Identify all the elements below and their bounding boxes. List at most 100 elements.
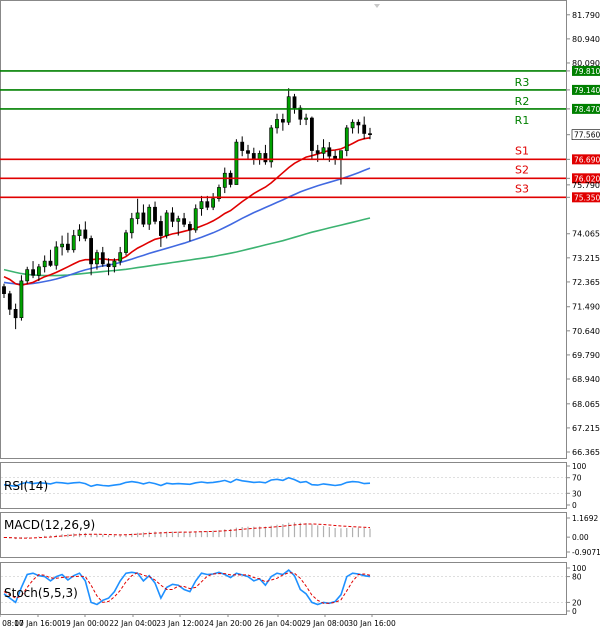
candle-body <box>193 208 198 231</box>
candle-body <box>25 269 30 282</box>
level-tag-r3 <box>572 65 600 76</box>
time-tick-label: 26 Jan 04:00 <box>254 619 302 628</box>
candle-body <box>66 243 70 251</box>
time-tick-label: 17 Jan 16:00 <box>14 619 62 628</box>
candle-body <box>246 150 250 154</box>
level-tag-s1 <box>572 154 600 165</box>
level-value-r1: 78.470 <box>574 105 600 114</box>
level-value-r2: 79.140 <box>574 86 600 95</box>
indicator-tick-label: 30 <box>572 489 582 498</box>
price-tick-label: 73.215 <box>572 254 600 263</box>
macd-signal-line <box>3 523 371 539</box>
level-name-s3: S3 <box>515 182 529 195</box>
candle-body <box>339 150 343 160</box>
candle-body <box>60 243 65 248</box>
price-tick-label: 69.790 <box>572 351 600 360</box>
candle-body <box>164 212 169 236</box>
candle-body <box>211 198 216 208</box>
candle-body <box>42 260 47 268</box>
pivot-levels: 79.810 R3 79.140 R2 78.470 R1 76.690 S1 76.020 S2… <box>0 65 600 203</box>
indicator-tick-label: 80 <box>572 573 582 582</box>
candle-body <box>100 252 105 265</box>
price-tick-label: 75.790 <box>572 181 600 190</box>
candle-body <box>344 127 349 151</box>
candle-body <box>309 117 314 151</box>
indicator-tick-label: 1.1692 <box>572 514 598 523</box>
price-tick-label: 72.365 <box>572 278 600 287</box>
candle-body <box>356 121 361 126</box>
candle-body <box>112 260 117 268</box>
time-tick-label: 22 Jan 04:00 <box>109 619 157 628</box>
candle-body <box>124 232 128 253</box>
level-value-s2: 76.020 <box>574 174 600 183</box>
candle-body <box>89 238 94 265</box>
candle-body <box>159 221 163 236</box>
candle-body <box>95 252 99 265</box>
candle-body <box>199 201 204 210</box>
indicator-tick-label: 70 <box>572 474 582 483</box>
candle-body <box>176 218 181 222</box>
indicator-tick-label: 100 <box>572 564 587 573</box>
macd-panel <box>0 512 567 558</box>
level-value-r3: 79.810 <box>574 67 600 76</box>
candle-body <box>205 201 210 208</box>
candle-body <box>292 96 297 109</box>
candle-body <box>304 117 309 120</box>
main-panel <box>0 0 567 459</box>
candle-body <box>269 127 274 163</box>
macd-label: MACD(12,26,9) <box>4 518 95 532</box>
candle-body <box>71 235 76 251</box>
candle-body <box>19 280 24 318</box>
stoch-k-line <box>3 569 371 606</box>
time-tick-label: 23 Jan 12:00 <box>156 619 204 628</box>
candle-body <box>275 119 279 129</box>
indicator-tick-label: 100 <box>572 462 587 471</box>
candle-body <box>2 286 6 295</box>
level-tag-r1 <box>572 103 600 114</box>
scroll-marker-icon[interactable] <box>374 4 380 8</box>
ma-mid-line <box>3 167 371 286</box>
level-name-r1: R1 <box>515 114 530 127</box>
indicator-tick-label: -0.9071 <box>572 548 600 557</box>
candle-body <box>234 141 239 185</box>
candle-body <box>188 224 192 231</box>
ma-short-line <box>3 137 371 287</box>
candle-body <box>31 269 36 276</box>
level-tag-r2 <box>572 84 600 95</box>
candle-body <box>263 153 268 163</box>
candle-body <box>54 246 59 266</box>
candle-body <box>217 187 221 199</box>
price-tick-label: 70.640 <box>572 327 600 336</box>
candle-body <box>222 172 227 188</box>
rsi-line <box>3 476 371 488</box>
price-tick-label: 67.215 <box>572 424 600 433</box>
candle-body <box>147 206 152 225</box>
candle-body <box>135 212 140 219</box>
time-tick-label: 24 Jan 20:00 <box>204 619 252 628</box>
price-tick-label: 81.790 <box>572 11 600 20</box>
candle-body <box>327 147 332 157</box>
candle-body <box>240 141 245 151</box>
candle-body <box>83 229 88 239</box>
candle-body <box>13 308 18 319</box>
moving-averages <box>3 137 371 287</box>
macd-indicator: 1.1692 0.00 -0.9071 <box>3 514 600 557</box>
level-value-s1: 76.690 <box>574 155 600 164</box>
candle-body <box>280 119 285 123</box>
candle-body <box>298 107 303 120</box>
candle-body <box>7 293 12 310</box>
stoch-panel <box>0 562 567 615</box>
current-price-tag <box>571 129 600 140</box>
level-name-r3: R3 <box>515 76 530 89</box>
level-name-s2: S2 <box>515 163 529 176</box>
candle-body <box>153 206 157 222</box>
price-tick-label: 66.365 <box>572 448 600 457</box>
indicator-tick-label: 0 <box>572 501 577 510</box>
price-tick-label: 74.065 <box>572 230 600 239</box>
candle-body <box>362 124 367 134</box>
candle-body <box>129 218 134 234</box>
candle-body <box>141 212 146 225</box>
candle-body <box>182 218 187 225</box>
